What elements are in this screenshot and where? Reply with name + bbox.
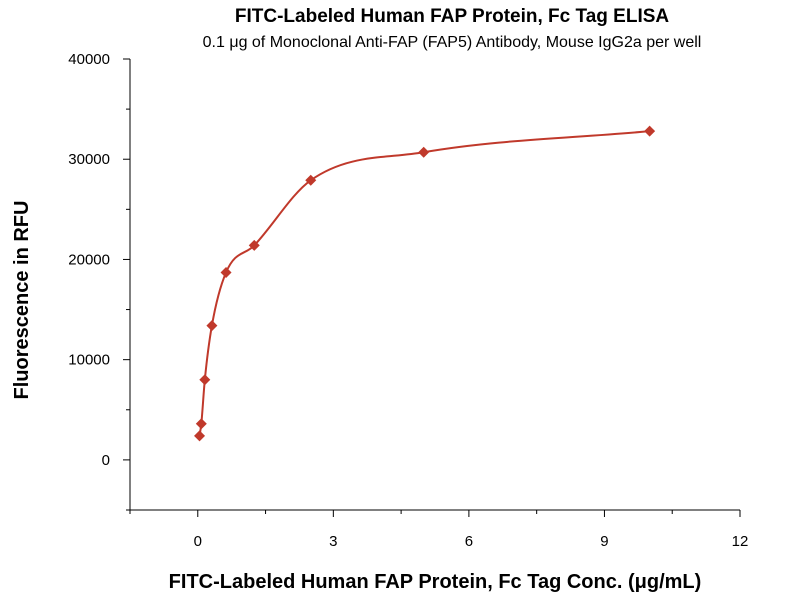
x-axis-title: FITC-Labeled Human FAP Protein, Fc Tag C… (169, 571, 702, 593)
data-point (194, 430, 206, 442)
data-point (206, 320, 218, 332)
chart-title: FITC-Labeled Human FAP Protein, Fc Tag E… (235, 6, 670, 27)
fit-curve (198, 130, 650, 436)
x-tick-label: 12 (732, 533, 749, 550)
x-tick-label: 3 (329, 533, 337, 550)
data-point (418, 146, 430, 158)
x-ticks: 0 3 6 9 12 (129, 510, 749, 550)
y-tick-label: 0 (102, 452, 110, 469)
x-tick-label: 0 (194, 533, 202, 550)
y-tick-label: 20000 (68, 251, 110, 268)
y-axis-title: Fluorescence in RFU (11, 201, 33, 400)
data-point (220, 266, 232, 278)
data-point (195, 418, 207, 430)
x-tick-label: 6 (465, 533, 473, 550)
y-tick-label: 40000 (68, 51, 110, 68)
chart-subtitle: 0.1 μg of Monoclonal Anti-FAP (FAP5) Ant… (203, 34, 702, 51)
y-tick-label: 30000 (68, 151, 110, 168)
x-tick-label: 9 (600, 533, 608, 550)
data-points (194, 125, 656, 442)
y-ticks: 0 10000 20000 30000 40000 (68, 51, 130, 511)
data-point (644, 125, 656, 137)
data-point (199, 374, 211, 386)
y-tick-label: 10000 (68, 352, 110, 369)
data-point (248, 239, 260, 251)
data-point (305, 174, 317, 186)
